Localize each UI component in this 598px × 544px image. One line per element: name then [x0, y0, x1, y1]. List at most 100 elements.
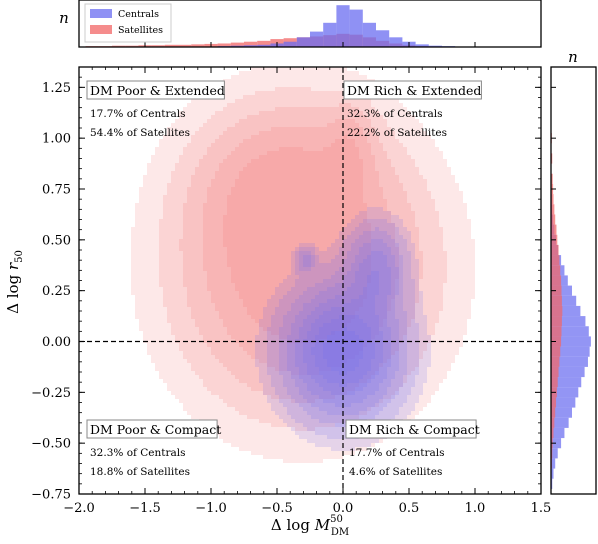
right-hist-bar-satellites	[551, 295, 562, 306]
right-histogram	[551, 92, 591, 489]
legend-swatch-centrals	[90, 9, 112, 18]
right-hist-bar-satellites	[551, 265, 561, 276]
right-hist-bar-satellites	[551, 255, 560, 266]
contour-fill	[255, 207, 431, 451]
quadrant-stat: 54.4% of Satellites	[90, 127, 190, 139]
y-tick-label: 1.00	[42, 132, 71, 147]
top-hist-bar-centrals	[257, 44, 271, 47]
quadrant-title: DM Rich & Compact	[349, 422, 480, 437]
x-tick-label: −1.0	[195, 501, 227, 516]
right-hist-bar-centrals	[551, 407, 572, 418]
top-hist-bar-centrals	[296, 37, 310, 47]
top-hist-bar-centrals	[323, 22, 337, 47]
right-hist-bar-centrals	[551, 305, 581, 317]
x-tick-label: 1.0	[465, 501, 486, 516]
x-tick-label: 0.0	[333, 501, 354, 516]
y-axis-label-symbol: r	[4, 262, 22, 270]
quadrant-title: DM Poor & Compact	[90, 422, 221, 437]
kde-centrals	[255, 207, 431, 451]
top-hist-bar-satellites	[112, 45, 126, 47]
top-hist-bar-centrals	[283, 41, 297, 47]
y-tick-label: −0.25	[31, 386, 71, 401]
quadrant-title-box	[345, 419, 477, 439]
contour-fill	[179, 103, 423, 403]
top-hist-bar-satellites	[178, 44, 192, 47]
right-hist-bar-centrals	[551, 366, 585, 378]
legend-swatch-satellites	[90, 25, 112, 34]
contour-level-satellites-5	[223, 135, 371, 343]
quadrant-title-box	[343, 80, 482, 100]
contour-fill	[131, 67, 475, 463]
quadrant-title: DM Rich & Extended	[347, 83, 481, 98]
top-hist-bar-satellites	[217, 43, 231, 47]
top-hist-bar-satellites	[257, 40, 271, 47]
top-hist-ylabel: n	[59, 9, 69, 27]
x-tick-label: 0.5	[399, 501, 420, 516]
top-hist-bar-centrals	[349, 9, 363, 47]
quadrant-stat: 22.2% of Satellites	[347, 127, 447, 139]
right-hist-bar-centrals	[551, 356, 588, 367]
contour-fill	[203, 119, 399, 375]
right-hist-bar-satellites	[551, 244, 559, 256]
right-hist-bar-satellites	[551, 397, 557, 408]
y-tick-label: 0.00	[42, 335, 71, 350]
top-hist-bar-satellites	[244, 41, 258, 47]
right-hist-bar-satellites	[551, 356, 560, 367]
y-tick-label: 0.50	[42, 233, 71, 248]
y-axis-label: Δ log r50	[4, 250, 25, 314]
right-hist-bar-centrals	[551, 438, 562, 449]
right-hist-bar-centrals	[551, 387, 579, 398]
legend-label-centrals: Centrals	[118, 9, 159, 20]
x-tick-label: −0.5	[261, 501, 293, 516]
top-hist-bar-centrals	[336, 5, 350, 47]
right-hist-bar-centrals	[551, 336, 591, 347]
quadrant-stat: 17.7% of Centrals	[90, 108, 186, 120]
top-hist-bar-centrals	[415, 44, 429, 47]
quadrant-stat: 32.3% of Centrals	[347, 108, 443, 120]
top-hist-bar-centrals	[310, 31, 324, 47]
contour-level-satellites-3	[179, 103, 423, 403]
x-axis-label-sup: 50	[330, 514, 343, 525]
top-hist-bar-satellites	[191, 44, 205, 47]
contour-level-satellites-4	[203, 119, 399, 375]
legend: Centrals Satellites	[84, 3, 172, 43]
contour-level-centrals-2	[267, 219, 419, 439]
main-axis-ticks: −2.0 −1.5 −1.0 −0.5 0.0 0.5 1.0 1.5 −0.75 −0.50 −0…	[31, 67, 551, 516]
contour-fill	[267, 219, 419, 439]
right-hist-bar-satellites	[551, 173, 553, 184]
contour-fill	[295, 251, 391, 407]
right-hist-bar-centrals	[551, 458, 556, 469]
top-hist-bar-satellites	[164, 44, 178, 47]
y-tick-label: 1.25	[42, 81, 71, 96]
top-hist-bar-centrals	[230, 45, 244, 47]
right-hist-bar-centrals	[551, 468, 554, 479]
top-histogram	[85, 5, 469, 47]
y-axis-label-text: Δ log r50	[4, 250, 25, 314]
right-hist-bar-satellites	[551, 285, 562, 296]
quadrant-bl: DM Poor & Compact 32.3% of Centrals 18.8% …	[86, 419, 221, 478]
right-hist-bar-centrals	[551, 448, 558, 459]
y-tick-label: −0.50	[31, 437, 71, 452]
x-axis-label-text: Δ log M50 DM	[271, 514, 349, 538]
right-hist-bar-centrals	[551, 316, 586, 327]
quadrant-stat: 17.7% of Centrals	[349, 447, 445, 459]
top-hist-bar-satellites	[125, 45, 139, 47]
contour-level-satellites-1	[131, 67, 475, 463]
right-hist-bar-centrals	[551, 346, 590, 357]
right-hist-bar-satellites	[551, 407, 556, 418]
right-hist-bar-satellites	[551, 214, 556, 225]
x-axis-label-main: Δ log	[271, 516, 315, 534]
x-tick-label: 1.5	[531, 501, 552, 516]
y-axis-label-sub: 50	[14, 250, 25, 263]
right-hist-bar-satellites	[551, 326, 562, 337]
right-hist-bar-centrals	[551, 295, 577, 306]
right-hist-bar-satellites	[551, 336, 562, 347]
right-hist-bar-satellites	[551, 377, 558, 388]
kde-satellites	[131, 67, 475, 463]
quadrant-title: DM Poor & Extended	[90, 83, 225, 98]
top-hist-frame	[78, 0, 542, 48]
top-hist-ticks	[78, 42, 542, 47]
y-tick-label: −0.75	[31, 488, 71, 503]
contour-fill	[223, 135, 371, 343]
